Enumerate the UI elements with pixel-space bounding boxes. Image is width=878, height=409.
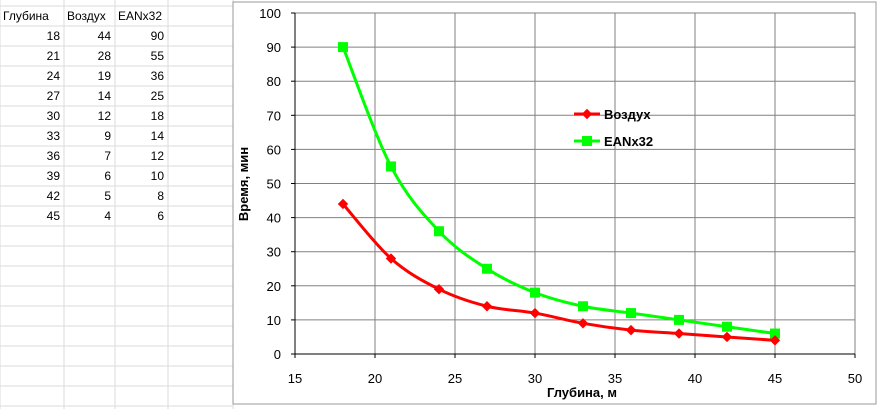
- table-cell[interactable]: 14: [151, 129, 165, 143]
- data-point[interactable]: [769, 335, 781, 346]
- table-cell[interactable]: 90: [151, 29, 165, 43]
- x-axis-title: Глубина, м: [547, 385, 617, 400]
- data-point[interactable]: [577, 318, 589, 329]
- data-point[interactable]: [434, 226, 444, 237]
- table-cell[interactable]: 19: [98, 69, 112, 83]
- y-tick-label: 10: [267, 313, 281, 328]
- series-EANx32[interactable]: [338, 42, 780, 339]
- x-tick-label: 30: [528, 371, 542, 386]
- data-point[interactable]: [674, 314, 684, 325]
- x-tick-label: 25: [448, 371, 462, 386]
- x-tick-label: 35: [608, 371, 622, 386]
- y-tick-label: 70: [267, 108, 281, 123]
- header-cell[interactable]: Воздух: [67, 9, 106, 23]
- data-point[interactable]: [530, 287, 540, 298]
- y-axis-title: Время, мин: [236, 147, 251, 221]
- table-cell[interactable]: 6: [157, 209, 164, 223]
- data-point[interactable]: [481, 301, 493, 312]
- table-cell[interactable]: 30: [47, 109, 61, 123]
- x-tick-label: 15: [288, 371, 302, 386]
- table-cell[interactable]: 8: [157, 189, 164, 203]
- y-tick-label: 30: [267, 245, 281, 260]
- y-tick-label: 100: [259, 6, 281, 21]
- y-tick-label: 90: [267, 40, 281, 55]
- table-cell[interactable]: 36: [151, 69, 165, 83]
- x-tick-label: 50: [848, 371, 862, 386]
- legend[interactable]: Воздух EANx32: [574, 107, 653, 149]
- legend-key-marker[interactable]: [582, 136, 592, 146]
- table-cell[interactable]: 21: [47, 49, 61, 63]
- table-cell[interactable]: 18: [47, 29, 61, 43]
- table-cell[interactable]: 6: [104, 169, 111, 183]
- data-point[interactable]: [338, 42, 348, 53]
- data-point[interactable]: [386, 161, 396, 172]
- series-line[interactable]: [341, 46, 776, 336]
- y-tick-label: 40: [267, 211, 281, 226]
- table-cell[interactable]: 5: [104, 189, 111, 203]
- table-cell[interactable]: 33: [47, 129, 61, 143]
- series-layer: [337, 42, 781, 346]
- axes: 0 10 20 30 40 50 60 70 80 90 100 15 20 25 30 35 40 45 50: [259, 6, 862, 386]
- table-cell[interactable]: 28: [98, 49, 112, 63]
- data-point[interactable]: [433, 284, 445, 295]
- table-cell[interactable]: 12: [151, 149, 165, 163]
- x-tick-label: 40: [688, 371, 702, 386]
- y-tick-label: 60: [267, 142, 281, 157]
- data-point[interactable]: [673, 328, 685, 339]
- y-tick-label: 0: [274, 347, 281, 362]
- table-cell[interactable]: 42: [47, 189, 61, 203]
- table-cell[interactable]: 9: [104, 129, 111, 143]
- data-table: Глубина Воздух EANx32 18 44 90 21 28 55 24 19 36 27 1…: [3, 9, 164, 223]
- chart-object[interactable]: 0 10 20 30 40 50 60 70 80 90 100 15 20 25 30 35 40 45 50 В…: [232, 1, 877, 405]
- cell-grid: [0, 0, 234, 409]
- data-point[interactable]: [626, 308, 636, 319]
- header-cell[interactable]: Глубина: [3, 9, 49, 23]
- data-point[interactable]: [482, 263, 492, 274]
- data-point[interactable]: [385, 253, 397, 264]
- x-tick-label: 45: [768, 371, 782, 386]
- table-cell[interactable]: 14: [98, 89, 112, 103]
- legend-entry: Воздух: [604, 107, 651, 122]
- data-point[interactable]: [529, 307, 541, 319]
- x-tick-label: 20: [368, 371, 382, 386]
- data-point[interactable]: [578, 301, 588, 312]
- data-point[interactable]: [721, 331, 733, 343]
- legend-entry: EANx32: [604, 134, 653, 149]
- table-cell[interactable]: 18: [151, 109, 165, 123]
- table-cell[interactable]: 4: [104, 209, 111, 223]
- table-cell[interactable]: 45: [47, 209, 61, 223]
- table-cell[interactable]: 10: [151, 169, 165, 183]
- table-cell[interactable]: 25: [151, 89, 165, 103]
- table-cell[interactable]: 36: [47, 149, 61, 163]
- header-cell[interactable]: EANx32: [118, 9, 162, 23]
- table-cell[interactable]: 44: [98, 29, 112, 43]
- data-point[interactable]: [625, 324, 637, 336]
- table-cell[interactable]: 24: [47, 69, 61, 83]
- table-cell[interactable]: 7: [104, 149, 111, 163]
- legend-key-marker[interactable]: [581, 108, 593, 120]
- table-cell[interactable]: 12: [98, 109, 112, 123]
- data-point[interactable]: [722, 321, 732, 332]
- table-cell[interactable]: 27: [47, 89, 61, 103]
- table-cell[interactable]: 39: [47, 169, 61, 183]
- y-tick-label: 20: [267, 279, 281, 294]
- data-point[interactable]: [337, 198, 349, 210]
- series-Воздух[interactable]: [337, 198, 781, 346]
- y-tick-label: 80: [267, 74, 281, 89]
- y-tick-label: 50: [267, 177, 281, 192]
- table-cell[interactable]: 55: [151, 49, 165, 63]
- series-line[interactable]: [341, 202, 776, 342]
